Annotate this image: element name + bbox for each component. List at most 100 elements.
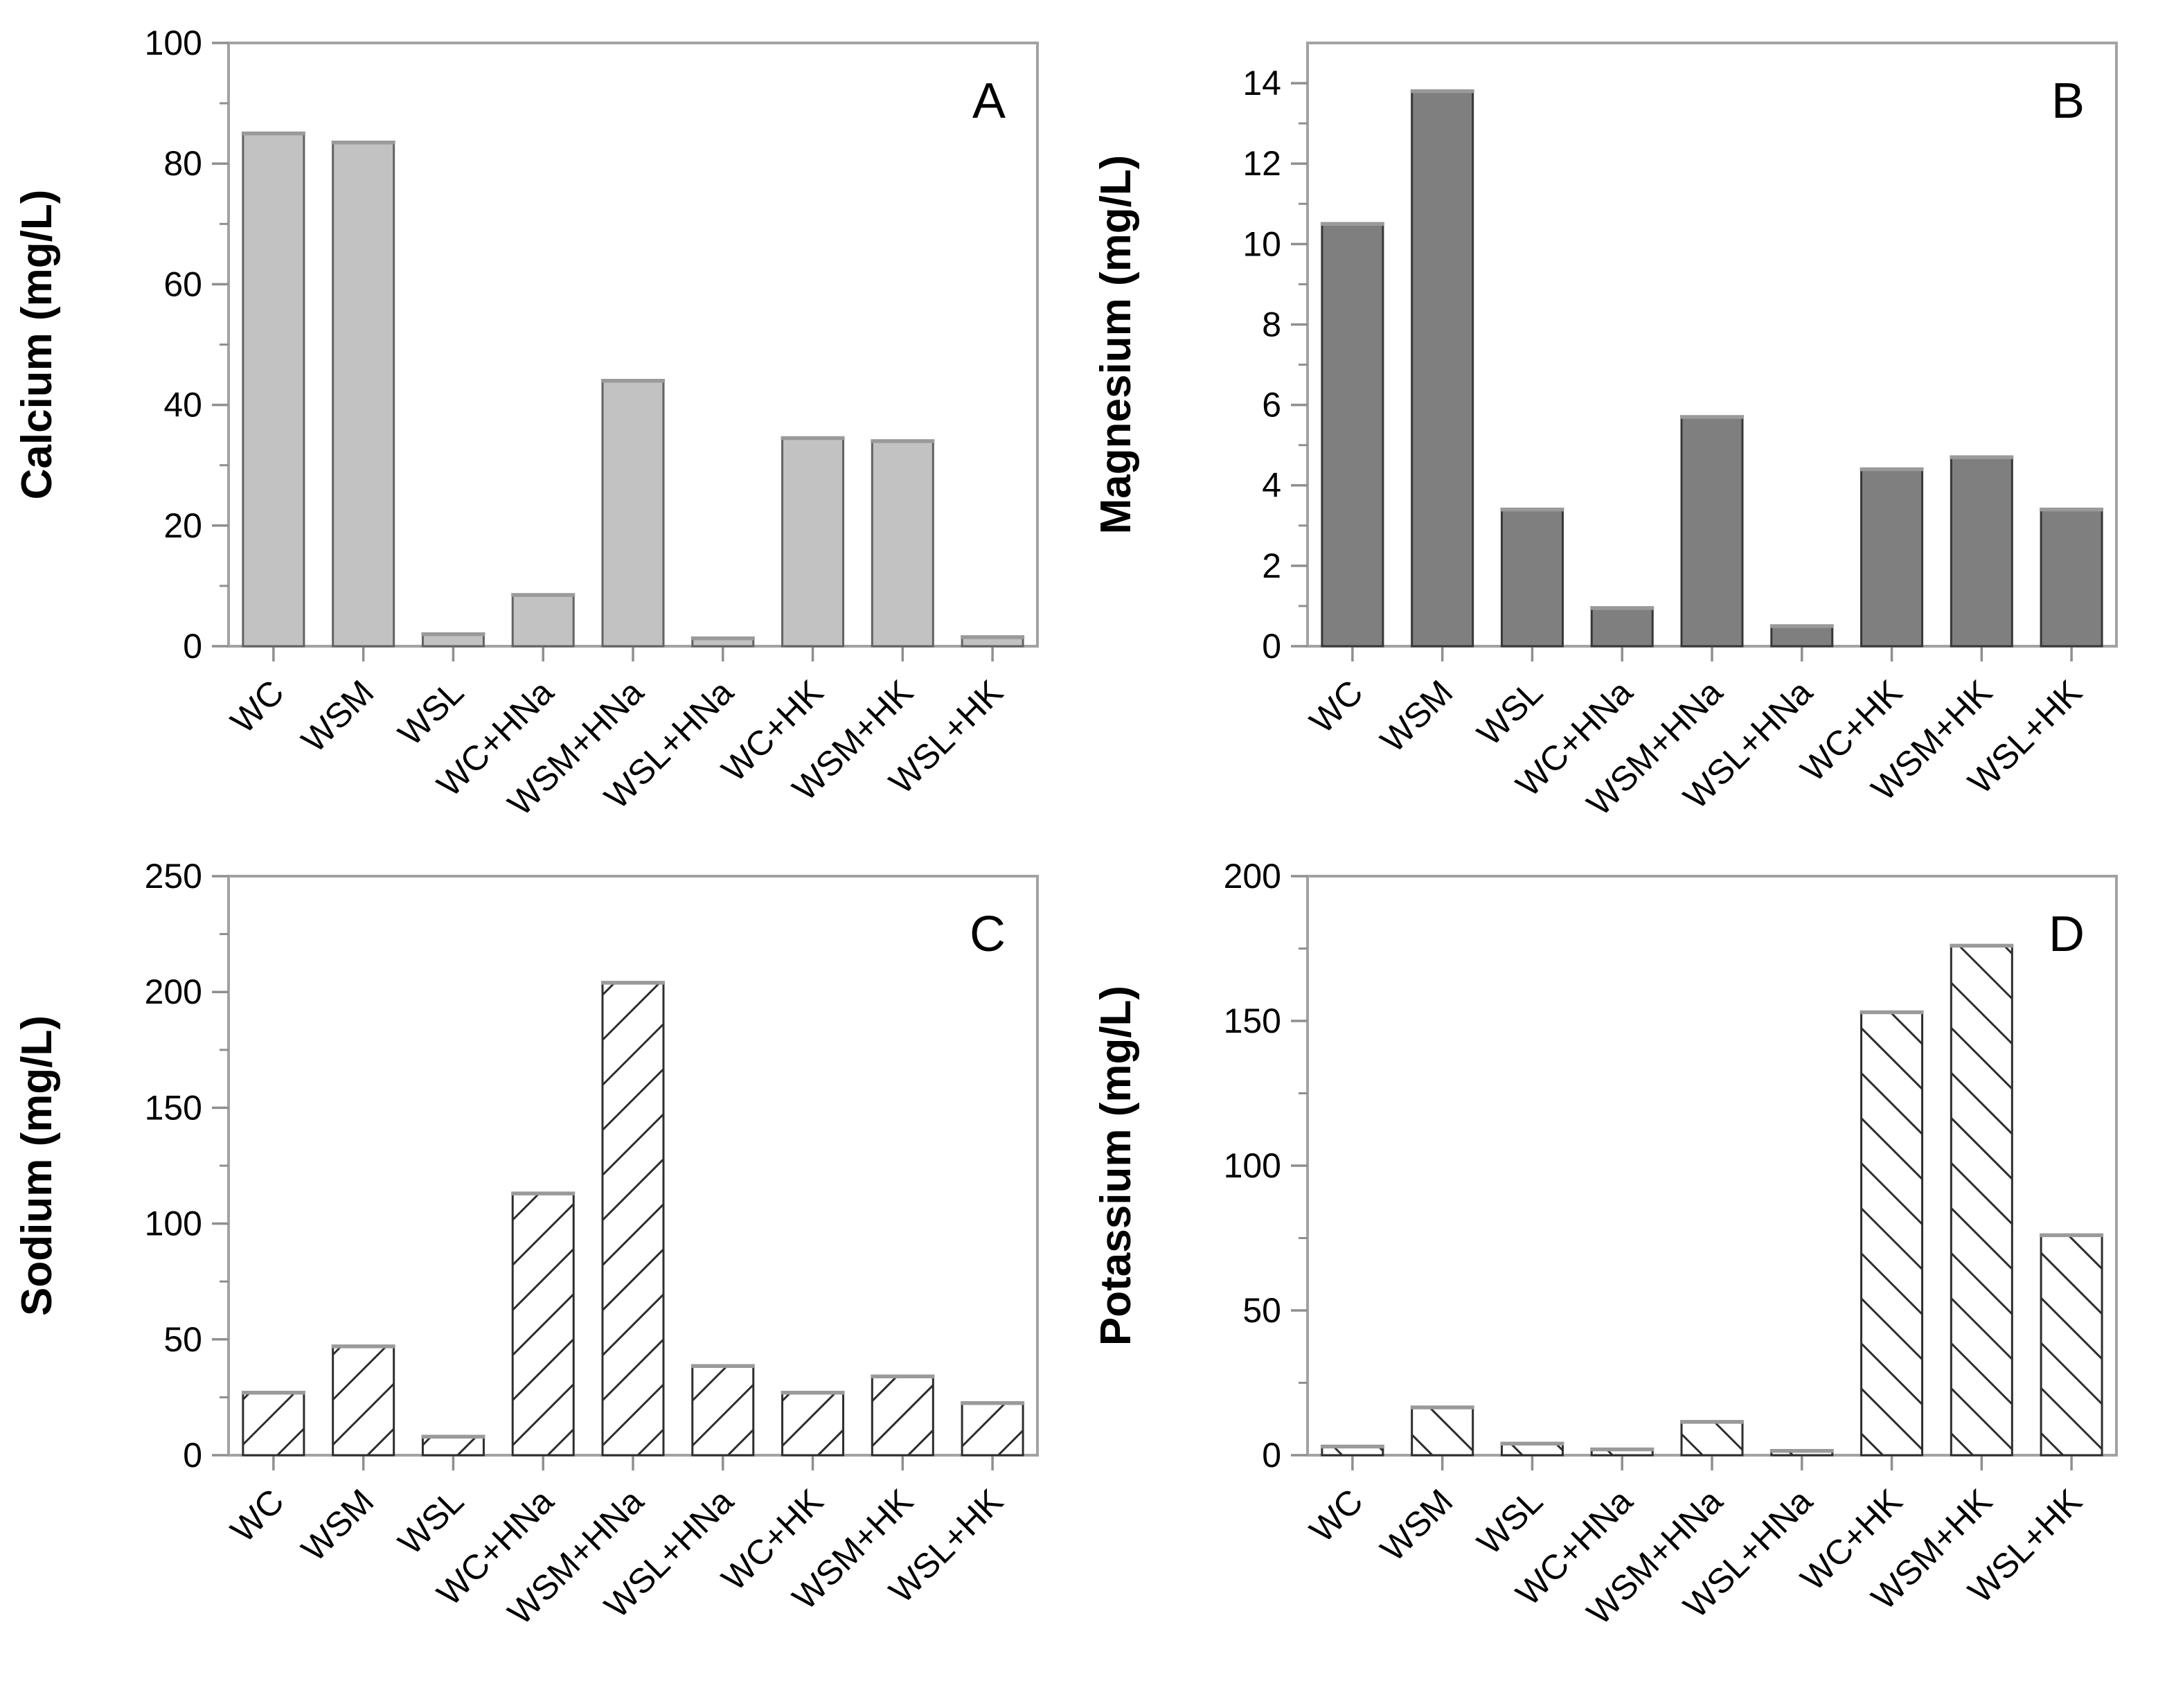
bar-B-WC <box>1320 222 1384 648</box>
bar-fill <box>242 133 304 646</box>
y-tick-label: 100 <box>1224 1146 1281 1185</box>
bar-D-WSM <box>1410 1405 1474 1457</box>
x-tick-label: WC <box>1302 673 1371 741</box>
bar-B-WSL+HNa <box>1769 624 1834 648</box>
panel-letter: C <box>970 907 1006 962</box>
y-axis-title: Potassium (mg/L) <box>1092 986 1140 1346</box>
x-tick-label: WSL <box>1470 673 1550 753</box>
x-tick-label: WSM <box>294 673 381 760</box>
bar-C-WC+HNa <box>511 1191 576 1457</box>
y-axis-title: Calcium (mg/L) <box>13 190 61 500</box>
bar-hatch <box>422 1436 484 1455</box>
bar-B-WC+HK <box>1860 467 1924 648</box>
bar-fill <box>1951 457 2013 646</box>
y-tick-label: 2 <box>1262 546 1281 585</box>
y-tick-label: 100 <box>145 24 202 62</box>
bar-hatch <box>1951 945 2013 1455</box>
y-tick-label: 40 <box>163 386 202 425</box>
bar-fill <box>1771 625 1832 646</box>
bar-C-WSL <box>421 1434 485 1457</box>
bar-fill <box>692 638 753 646</box>
bar-D-WC <box>1320 1444 1384 1457</box>
bar-C-WSM+HNa <box>601 981 665 1457</box>
panel-letter: D <box>2049 907 2085 962</box>
bar-B-WC+HNa <box>1590 606 1655 648</box>
bar-C-WSM+HK <box>871 1374 935 1457</box>
bar-fill <box>1411 91 1473 646</box>
bar-fill <box>962 637 1024 646</box>
bar-A-WSM <box>331 140 395 648</box>
x-tick-label: WC <box>1302 1482 1371 1550</box>
bar-hatch <box>1321 1446 1383 1455</box>
bar-D-WSM+HK <box>1950 943 2014 1457</box>
bar-C-WSL+HNa <box>690 1364 755 1457</box>
y-tick-label: 200 <box>145 972 202 1011</box>
bar-A-WC+HNa <box>511 593 576 648</box>
y-tick-label: 8 <box>1262 305 1281 344</box>
bar-A-WC <box>241 131 305 648</box>
bar-fill <box>872 441 934 646</box>
y-tick-label: 14 <box>1242 64 1281 103</box>
y-tick-label: 0 <box>1262 627 1281 666</box>
x-tick-label: WC <box>223 1482 292 1550</box>
bar-hatch <box>782 1392 844 1455</box>
x-tick-label: WSL <box>391 1482 471 1562</box>
y-tick-label: 0 <box>1262 1436 1281 1475</box>
y-tick-label: 150 <box>145 1088 202 1127</box>
x-tick-label: WSL <box>1470 1482 1550 1562</box>
bar-A-WC+HK <box>781 436 845 648</box>
y-tick-label: 50 <box>1242 1291 1281 1330</box>
bar-B-WSL <box>1500 507 1564 648</box>
y-tick-label: 4 <box>1262 466 1281 505</box>
bar-hatch <box>1682 1421 1742 1455</box>
bar-D-WSL+HK <box>2040 1233 2104 1457</box>
bar-C-WSM <box>331 1344 395 1457</box>
y-tick-label: 60 <box>163 265 202 303</box>
bar-fill <box>2041 509 2103 646</box>
bar-A-WSL <box>421 632 485 648</box>
bar-hatch <box>692 1366 753 1455</box>
x-tick-label: WSM <box>294 1482 381 1569</box>
y-tick-label: 200 <box>1224 857 1281 896</box>
bar-hatch <box>1501 1443 1563 1455</box>
y-tick-label: 0 <box>183 627 202 666</box>
y-axis-title: Magnesium (mg/L) <box>1092 155 1140 535</box>
bar-B-WSM <box>1410 89 1474 648</box>
bar-hatch <box>1771 1450 1832 1455</box>
bar-fill <box>1591 607 1653 646</box>
bar-hatch <box>512 1193 574 1455</box>
bar-hatch <box>962 1403 1024 1455</box>
y-tick-label: 100 <box>145 1204 202 1243</box>
panel-letter: B <box>2051 73 2085 129</box>
bar-C-WC <box>241 1390 305 1457</box>
y-tick-label: 20 <box>163 506 202 545</box>
bar-D-WC+HK <box>1860 1010 1924 1457</box>
bar-D-WSM+HNa <box>1680 1420 1744 1457</box>
y-tick-label: 80 <box>163 144 202 183</box>
bar-hatch <box>1411 1407 1473 1455</box>
bar-D-WSL <box>1500 1441 1564 1457</box>
bar-A-WSM+HNa <box>601 379 665 648</box>
bar-fill <box>332 142 394 647</box>
bar-fill <box>1682 417 1742 646</box>
bar-hatch <box>2041 1235 2103 1455</box>
bar-D-WSL+HNa <box>1769 1448 1834 1457</box>
bar-B-WSL+HK <box>2040 507 2104 648</box>
y-tick-label: 150 <box>1224 1002 1281 1040</box>
y-tick-label: 0 <box>183 1436 202 1475</box>
y-tick-label: 12 <box>1242 144 1281 183</box>
bar-A-WSL+HK <box>961 635 1025 648</box>
bar-hatch <box>332 1346 394 1455</box>
bar-fill <box>1321 224 1383 646</box>
bar-fill <box>422 634 484 646</box>
bar-fill <box>603 380 663 646</box>
y-tick-label: 250 <box>145 857 202 896</box>
x-tick-label: WSM <box>1373 673 1460 760</box>
bar-fill <box>512 594 574 646</box>
bar-C-WC+HK <box>781 1390 845 1457</box>
y-tick-label: 50 <box>163 1320 202 1359</box>
